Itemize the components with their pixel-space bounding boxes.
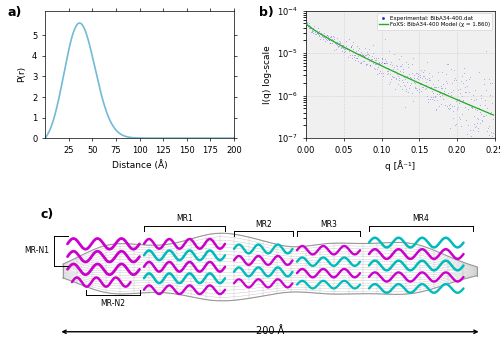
FoXS: BibA34-400 Model (χ = 1.860): (0.0005, 4.87e-05): BibA34-400 Model (χ = 1.860): (0.0005, 4… xyxy=(304,22,310,26)
FoXS: BibA34-400 Model (χ = 1.860): (0.187, 1.01e-06): BibA34-400 Model (χ = 1.860): (0.187, 1.… xyxy=(444,93,450,97)
Text: a): a) xyxy=(7,6,22,19)
FoXS: BibA34-400 Model (χ = 1.860): (0.248, 3.49e-07): BibA34-400 Model (χ = 1.860): (0.248, 3.… xyxy=(490,113,496,117)
Experimental: BibA34-400.dat: (0.135, 1.22e-06): BibA34-400.dat: (0.135, 1.22e-06) xyxy=(405,90,411,94)
Experimental: BibA34-400.dat: (0.234, 3.91e-08): BibA34-400.dat: (0.234, 3.91e-08) xyxy=(480,153,486,157)
FoXS: BibA34-400 Model (χ = 1.860): (0.112, 3.96e-06): BibA34-400 Model (χ = 1.860): (0.112, 3.… xyxy=(388,68,394,72)
Experimental: BibA34-400.dat: (0.248, 7.23e-08): BibA34-400.dat: (0.248, 7.23e-08) xyxy=(490,142,496,146)
Text: MR1: MR1 xyxy=(176,215,193,223)
Text: MR3: MR3 xyxy=(320,220,337,228)
Text: 200 Å: 200 Å xyxy=(256,326,284,336)
Experimental: BibA34-400.dat: (0.00199, 5.49e-05): BibA34-400.dat: (0.00199, 5.49e-05) xyxy=(304,20,310,24)
Line: FoXS: BibA34-400 Model (χ = 1.860): FoXS: BibA34-400 Model (χ = 1.860) xyxy=(306,24,494,115)
Line: Experimental: BibA34-400.dat: Experimental: BibA34-400.dat xyxy=(306,21,494,156)
Experimental: BibA34-400.dat: (0.243, 1.01e-06): BibA34-400.dat: (0.243, 1.01e-06) xyxy=(486,93,492,97)
FoXS: BibA34-400 Model (χ = 1.860): (0.146, 2.1e-06): BibA34-400 Model (χ = 1.860): (0.146, 2.… xyxy=(414,80,420,84)
X-axis label: Distance (Å): Distance (Å) xyxy=(112,160,168,170)
Legend: Experimental: BibA34-400.dat, FoXS: BibA34-400 Model (χ = 1.860): Experimental: BibA34-400.dat, FoXS: BibA… xyxy=(377,14,492,30)
FoXS: BibA34-400 Model (χ = 1.860): (0.0641, 1.04e-05): BibA34-400 Model (χ = 1.860): (0.0641, 1… xyxy=(352,50,358,55)
Experimental: BibA34-400.dat: (0.12, 3.25e-06): BibA34-400.dat: (0.12, 3.25e-06) xyxy=(394,72,400,76)
Text: MR2: MR2 xyxy=(255,220,272,228)
X-axis label: q [Å⁻¹]: q [Å⁻¹] xyxy=(386,160,416,171)
Text: MR-N2: MR-N2 xyxy=(100,299,125,308)
Text: c): c) xyxy=(40,208,54,221)
Experimental: BibA34-400.dat: (0.204, 1.4e-06): BibA34-400.dat: (0.204, 1.4e-06) xyxy=(457,87,463,92)
Text: b): b) xyxy=(258,6,274,19)
Experimental: BibA34-400.dat: (0.148, 3.27e-06): BibA34-400.dat: (0.148, 3.27e-06) xyxy=(415,72,421,76)
Experimental: BibA34-400.dat: (0.119, 2.61e-06): BibA34-400.dat: (0.119, 2.61e-06) xyxy=(392,76,398,80)
FoXS: BibA34-400 Model (χ = 1.860): (0.0443, 1.59e-05): BibA34-400 Model (χ = 1.860): (0.0443, 1… xyxy=(336,42,342,47)
Y-axis label: P(r): P(r) xyxy=(18,66,26,82)
Text: MR4: MR4 xyxy=(412,215,429,223)
Text: MR-N1: MR-N1 xyxy=(24,246,50,255)
FoXS: BibA34-400 Model (χ = 1.860): (0.166, 1.47e-06): BibA34-400 Model (χ = 1.860): (0.166, 1.… xyxy=(428,86,434,91)
Y-axis label: I(q) log-scale: I(q) log-scale xyxy=(262,45,272,104)
Experimental: BibA34-400.dat: (0.0005, 5.16e-05): BibA34-400.dat: (0.0005, 5.16e-05) xyxy=(304,21,310,25)
